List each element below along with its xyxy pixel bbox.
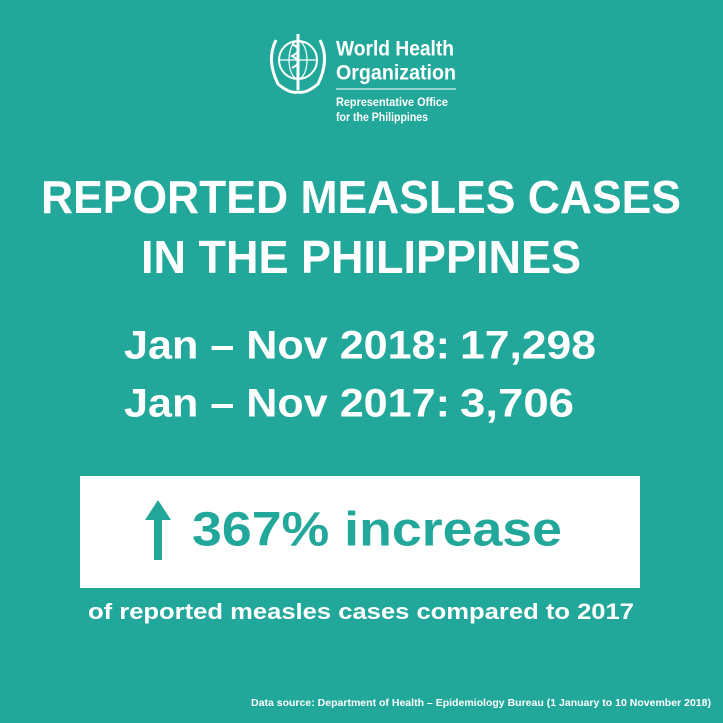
logo-office: for the Philippines (336, 112, 428, 124)
source: Data source: Department of Health – Epid… (251, 697, 711, 709)
up-arrow (145, 500, 171, 560)
highlight-caption: of reported measles cases compared to 20… (88, 599, 634, 624)
highlight-box (80, 476, 640, 588)
stat-period: Jan – Nov 2017: (124, 382, 450, 426)
logo-name: Organization (336, 62, 456, 85)
logo-office: Representative Office (336, 97, 448, 109)
title: REPORTED MEASLES CASES (41, 171, 681, 223)
who-emblem (270, 34, 326, 94)
highlight-text: 367% increase (192, 504, 562, 557)
logo-name: World Health (336, 38, 454, 61)
stat-value: 17,298 (460, 324, 596, 368)
stat-period: Jan – Nov 2018: (124, 324, 450, 368)
title: IN THE PHILIPPINES (141, 231, 581, 283)
stat-value: 3,706 (460, 382, 574, 426)
